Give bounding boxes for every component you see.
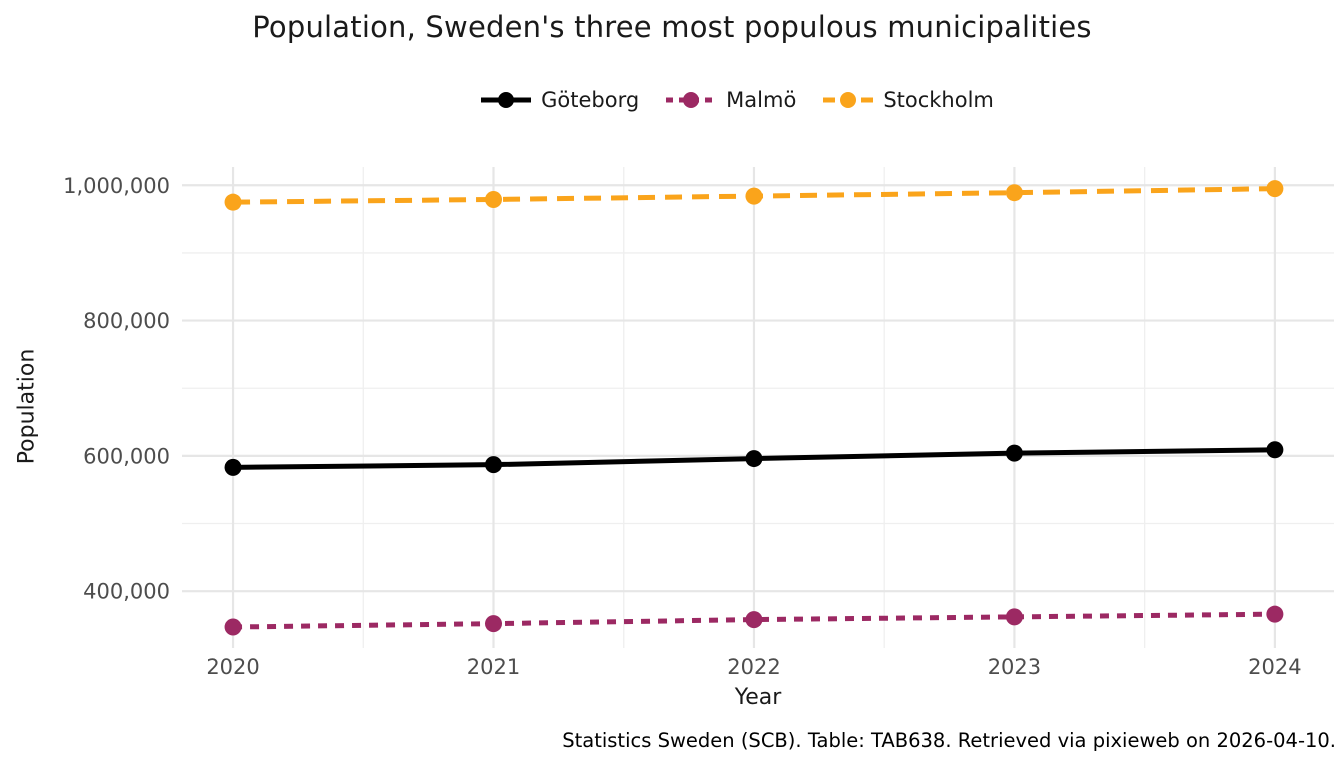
y-axis-title: Population [14,348,40,465]
legend-key-goteborg [481,92,532,108]
legend-label-malmo: Malmö [726,88,797,112]
data-point-malmö [224,618,242,636]
data-point-göteborg [1266,441,1284,459]
x-axis-title: Year [734,685,782,710]
data-point-göteborg [745,450,763,468]
y-tick-label: 1,000,000 [63,174,170,198]
x-tick-label: 2024 [1248,655,1301,679]
x-tick-label: 2022 [727,655,780,679]
data-point-stockholm [1266,180,1284,198]
legend-key-point [498,92,515,108]
legend-key-point [683,92,700,108]
data-point-stockholm [745,187,763,205]
source-caption: Statistics Sweden (SCB). Table: TAB638. … [562,729,1336,752]
legend-item-goteborg: Göteborg [480,87,639,113]
legend-label-stockholm: Stockholm [883,88,994,112]
data-point-stockholm [485,190,503,208]
data-point-malmö [745,611,763,629]
x-tick-label: 2020 [206,655,259,679]
data-point-göteborg [485,456,503,474]
legend-item-malmo: Malmö [665,87,796,113]
legend-key-malmo [666,92,717,108]
legend-label-goteborg: Göteborg [541,88,640,112]
legend-key-point [840,92,857,108]
legend-key-stockholm [823,92,874,108]
data-point-göteborg [1005,444,1023,462]
x-tick-label: 2023 [988,655,1041,679]
data-point-stockholm [224,193,242,211]
data-point-malmö [1005,608,1023,626]
x-tick-label: 2021 [467,655,520,679]
legend: Göteborg Malmö Stockholm [130,84,1344,116]
chart-title: Population, Sweden's three most populous… [252,10,1092,44]
data-point-stockholm [1005,184,1023,202]
data-point-malmö [1266,605,1284,623]
y-tick-label: 600,000 [83,444,170,468]
series-line-malmö [233,611,1275,630]
y-tick-label: 400,000 [83,580,170,604]
y-tick-label: 800,000 [83,309,170,333]
legend-item-stockholm: Stockholm [822,87,994,113]
data-point-göteborg [224,458,242,476]
data-point-malmö [485,615,503,633]
